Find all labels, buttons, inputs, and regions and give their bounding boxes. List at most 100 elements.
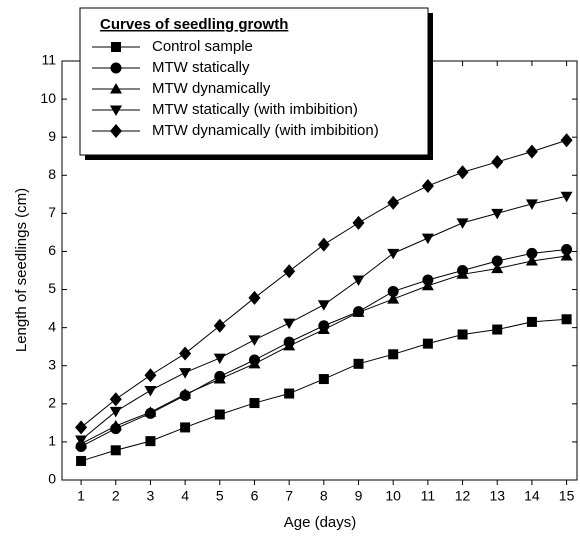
legend-label: MTW statically [152,59,250,76]
marker [422,338,433,349]
marker [561,244,573,256]
marker [318,374,329,385]
marker [421,279,434,291]
marker [144,385,157,397]
x-tick-label: 13 [489,488,505,504]
series-line [80,195,567,441]
y-tick-label: 1 [48,433,56,449]
marker [179,388,192,399]
marker [560,133,573,148]
legend-label: MTW dynamically [152,80,271,97]
x-tick-label: 4 [181,488,189,504]
marker [352,275,365,287]
series-line [80,139,567,428]
marker [283,318,296,330]
marker [560,191,573,203]
y-tick-label: 7 [48,204,56,220]
marker [387,285,399,297]
marker [352,306,365,317]
marker [110,62,122,74]
marker [248,290,261,305]
marker [525,254,538,266]
marker [284,388,295,399]
x-tick-label: 7 [285,488,293,504]
marker [353,358,364,369]
marker [144,368,157,383]
x-tick-label: 9 [355,488,363,504]
marker [283,264,296,279]
marker [110,445,121,456]
marker [491,208,504,220]
x-tick-label: 12 [455,488,471,504]
marker [179,368,192,379]
marker [110,124,122,138]
y-tick-label: 5 [48,280,56,296]
x-tick-label: 6 [251,488,259,504]
marker [492,324,503,335]
marker [491,262,504,274]
legend: Curves of seedling growth Control sample M… [79,7,433,160]
legend-label: Control sample [152,38,253,55]
marker [283,339,296,351]
marker [317,237,330,252]
marker [491,154,504,169]
marker [144,406,157,417]
marker [352,215,365,230]
y-tick-label: 2 [48,395,56,411]
marker [526,247,538,259]
x-tick-label: 14 [524,488,540,504]
x-tick-label: 1 [77,488,85,504]
marker [387,293,400,304]
x-tick-label: 10 [385,488,401,504]
marker [456,218,469,229]
marker [213,318,226,333]
marker [317,323,330,335]
marker [387,248,400,260]
y-tick-label: 10 [40,90,56,106]
marker [456,268,469,279]
marker [75,420,88,435]
x-axis-label: Age (days) [284,514,357,531]
legend-label: MTW dynamically (with imbibition) [152,122,379,139]
y-tick-label: 8 [48,166,56,182]
marker [213,353,226,365]
marker [248,335,261,346]
marker [75,435,88,447]
marker [110,105,122,116]
marker [180,422,191,433]
x-tick-label: 3 [147,488,155,504]
marker [110,83,122,94]
marker [421,233,434,245]
marker [491,255,503,267]
y-tick-label: 9 [48,128,56,144]
marker [109,419,122,431]
legend-title: Curves of seedling growth [100,16,288,33]
x-tick-label: 11 [421,488,436,504]
x-tick-label: 2 [112,488,120,504]
y-tick-label: 4 [48,318,56,334]
legend-label: MTW statically (with imbibition) [152,101,358,118]
marker [317,300,330,311]
marker [145,436,156,447]
marker [111,42,121,52]
marker [388,349,399,360]
marker [421,178,434,193]
marker [560,250,573,261]
marker [214,409,225,420]
x-tick-label: 5 [216,488,224,504]
marker [525,144,538,159]
y-axis-label: Length of seedlings (cm) [13,188,30,352]
marker [109,392,122,407]
marker [526,316,537,327]
marker [213,373,226,384]
marker [249,398,260,409]
marker [561,314,572,325]
y-tick-label: 6 [48,242,56,258]
marker [525,199,538,210]
y-tick-label: 0 [48,471,56,487]
marker [76,455,87,466]
marker [109,406,122,418]
marker [179,346,192,361]
